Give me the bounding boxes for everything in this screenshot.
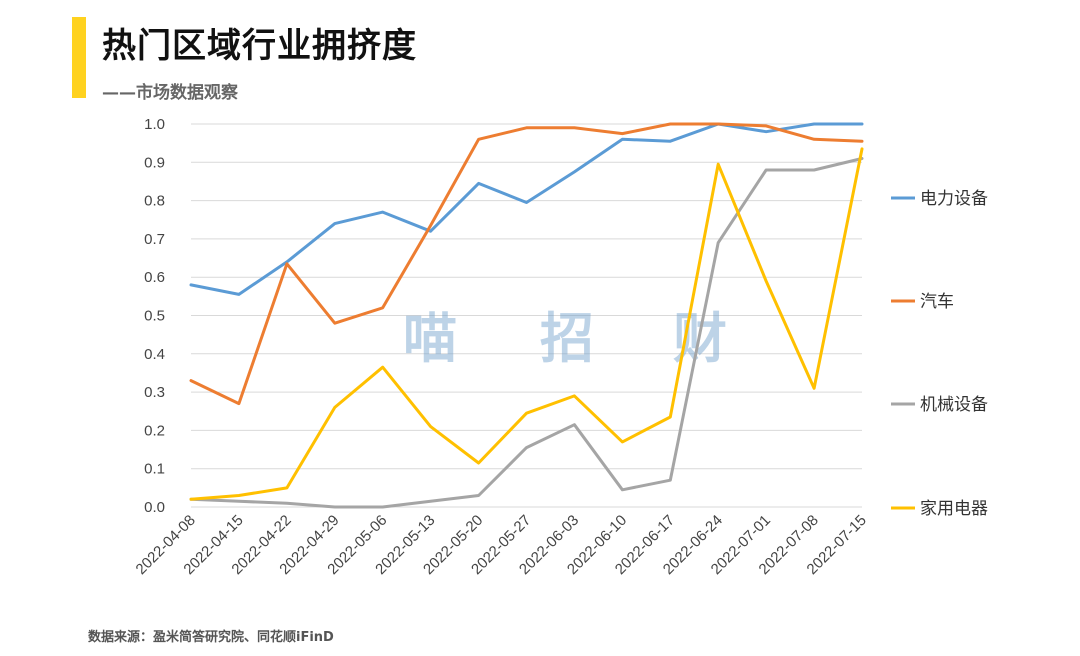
series-line (189, 157, 864, 509)
watermark-char: 喵 (403, 307, 457, 370)
y-tick-label: 0.3 (144, 384, 165, 401)
legend-label: 汽车 (920, 292, 954, 312)
y-tick-label: 0.7 (144, 231, 165, 248)
legend-label: 电力设备 (920, 189, 988, 209)
watermark: 喵招财 (403, 307, 727, 370)
y-axis-ticks: 0.0 0.1 0.2 0.3 0.4 0.5 0.6 0.7 0.8 0.9 1.0 (144, 116, 165, 516)
series-line (189, 147, 864, 501)
page-title: 热门区域行业拥挤度 (102, 26, 417, 66)
data-source-note: 数据来源：盈米简答研究院、同花顺iFinD (88, 630, 334, 645)
y-tick-label: 0.9 (144, 154, 165, 171)
y-tick-label: 0.1 (144, 461, 165, 478)
chart-series (189, 122, 864, 509)
watermark-char: 招 (540, 307, 594, 370)
chart-gridlines (191, 123, 862, 508)
series-line (189, 122, 864, 406)
y-tick-label: 1.0 (144, 116, 165, 133)
y-tick-label: 0.0 (144, 499, 165, 516)
series-line (189, 122, 864, 296)
legend-label: 家用电器 (920, 499, 988, 519)
legend-label: 机械设备 (920, 395, 988, 415)
y-tick-label: 0.6 (144, 269, 165, 286)
x-axis-ticks: 2022-04-082022-04-152022-04-222022-04-29… (133, 512, 870, 578)
y-tick-label: 0.8 (144, 193, 165, 210)
y-tick-label: 0.4 (144, 346, 165, 363)
y-tick-label: 0.5 (144, 308, 165, 325)
page-subtitle: ——市场数据观察 (102, 83, 238, 103)
y-tick-label: 0.2 (144, 422, 165, 439)
title-accent-bar (72, 17, 86, 98)
